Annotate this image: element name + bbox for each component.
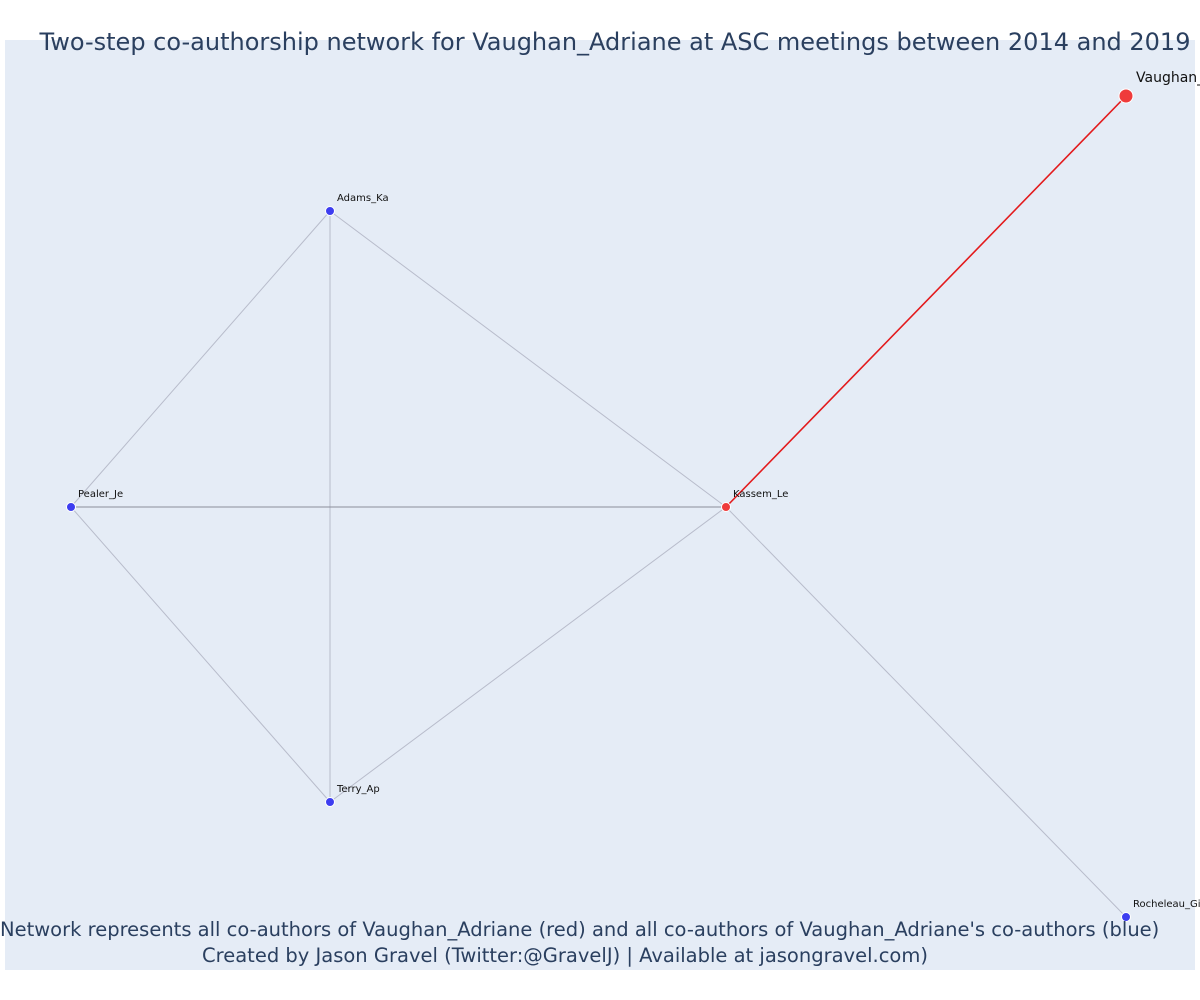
plot-area	[5, 40, 1195, 970]
edge-Kassem_Le-Rocheleau_Gi	[725, 506, 1127, 918]
node-label-Terry_Ap: Terry_Ap	[336, 784, 380, 795]
footer-caption: Network represents all co-authors of Vau…	[0, 918, 1160, 941]
node-Adams_Ka[interactable]	[325, 206, 335, 216]
node-label-Vaughan_Adriane: Vaughan_Adriane	[1136, 70, 1200, 86]
node-Pealer_Je[interactable]	[66, 502, 76, 512]
node-Kassem_Le[interactable]	[721, 502, 731, 512]
node-label-Kassem_Le: Kassem_Le	[733, 489, 788, 500]
node-Vaughan_Adriane[interactable]	[1118, 88, 1134, 104]
edges-layer	[70, 95, 1127, 918]
chart-title: Two-step co-authorship network for Vaugh…	[39, 28, 1191, 56]
edge-Adams_Ka-Pealer_Je	[70, 210, 331, 508]
edge-Vaughan_Adriane-Kassem_Le	[725, 95, 1127, 508]
node-label-Adams_Ka: Adams_Ka	[337, 193, 389, 204]
node-label-Pealer_Je: Pealer_Je	[78, 489, 123, 500]
nodes-layer	[66, 88, 1134, 922]
edge-Pealer_Je-Terry_Ap	[70, 506, 331, 803]
edge-Terry_Ap-Kassem_Le	[329, 506, 727, 803]
node-label-Rocheleau_Gi: Rocheleau_Gi	[1133, 899, 1200, 910]
node-Terry_Ap[interactable]	[325, 797, 335, 807]
footer-credit: Created by Jason Gravel (Twitter:@Gravel…	[202, 944, 928, 967]
node-Rocheleau_Gi[interactable]	[1121, 912, 1131, 922]
labels-layer: Vaughan_Adriane Kassem_Le Adams_Ka Pealer_J…	[78, 70, 1200, 910]
edge-Adams_Ka-Kassem_Le	[329, 210, 727, 508]
